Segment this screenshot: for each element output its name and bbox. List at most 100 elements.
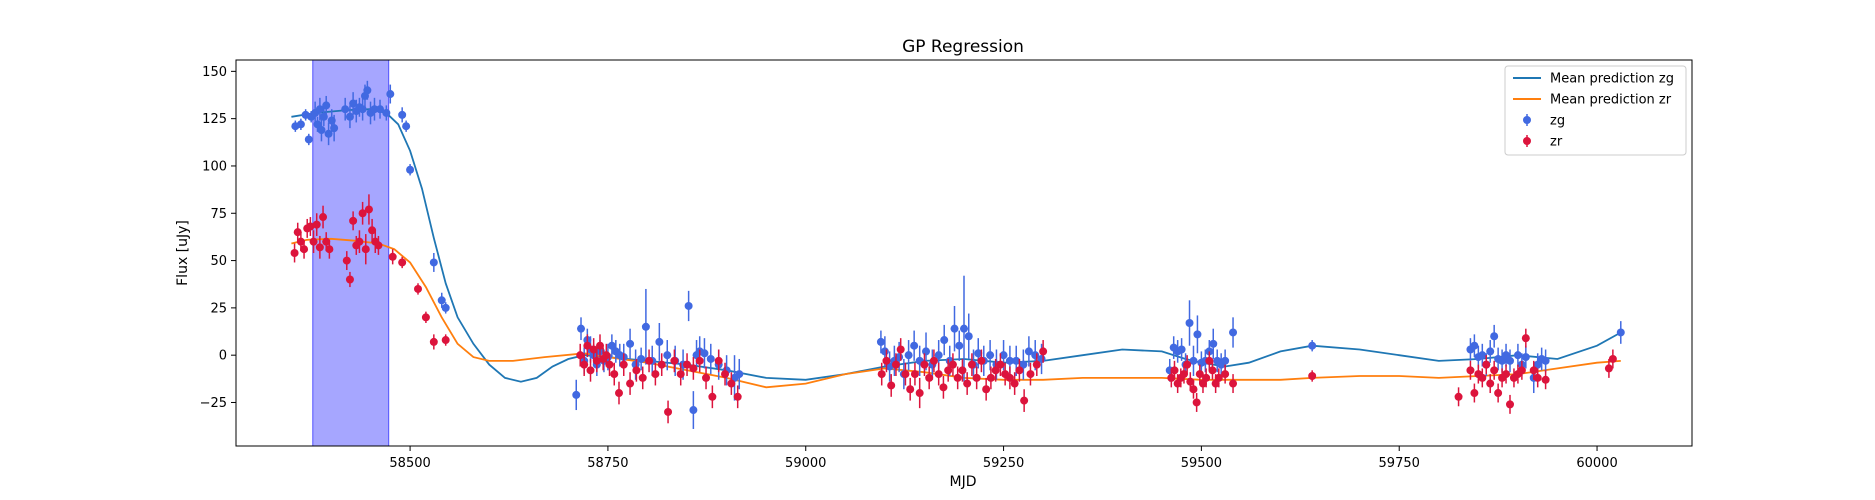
x-tick-label: 59000 [785,456,826,471]
data-point-zr [1214,373,1223,382]
data-point-zr [421,313,430,322]
data-point-zr [963,379,972,388]
data-point-zr [721,370,730,379]
data-point-zg [324,129,333,138]
data-point-zg [345,112,354,121]
data-point-zr [977,356,986,365]
data-point-zg [341,105,350,114]
mean-line-zg [291,108,1622,383]
data-point-zg [1478,351,1487,360]
data-point-zr [1005,373,1014,382]
data-point-zg [1521,353,1530,362]
data-point-zr [589,345,598,354]
data-point-zr [342,256,351,265]
data-point-zg [955,341,964,350]
y-tick-label: 100 [202,159,227,174]
data-point-zr [368,226,377,235]
data-point-zr [982,385,991,394]
legend-label: Mean prediction zr [1550,93,1672,108]
data-point-zr [1466,366,1475,375]
data-point-zr [901,370,910,379]
data-point-zr [1189,385,1198,394]
y-tick-label: 125 [202,112,227,127]
data-point-zr [972,373,981,382]
data-point-zg [1229,328,1238,337]
data-point-zr [915,389,924,398]
data-point-zg [876,337,885,346]
data-point-zg [940,336,949,345]
data-point-zg [964,332,973,341]
data-point-zg [706,354,715,363]
data-point-zg [880,347,889,356]
data-point-zr [953,373,962,382]
data-point-zg [577,324,586,333]
data-point-zr [1494,389,1503,398]
y-tick-label: 50 [210,254,227,269]
data-point-zr [374,241,383,250]
data-point-zg [922,347,931,356]
data-point-zr [683,360,692,369]
data-point-zr [322,237,331,246]
x-tick-label: 58750 [587,456,628,471]
data-point-zr [651,370,660,379]
data-point-zg [1012,356,1021,365]
data-point-zr [1170,366,1179,375]
plot-clip-group [290,60,1625,446]
data-point-zr [364,205,373,214]
data-point-zr [619,360,628,369]
data-point-zg [910,341,919,350]
data-point-zg [1005,356,1014,365]
data-point-zr [1202,373,1211,382]
data-point-zr [361,245,370,254]
data-point-zr [910,370,919,379]
data-point-zg [429,258,438,267]
data-point-zr [358,209,367,218]
data-point-zr [1482,360,1491,369]
legend: Mean prediction zg Mean prediction zr zg zr [1504,65,1687,156]
data-point-zr [602,351,611,360]
data-point-zr [312,220,321,229]
data-point-zg [572,390,581,399]
data-point-zg [684,301,693,310]
data-point-zr [882,356,891,365]
data-point-zg [398,110,407,119]
data-point-zg [1470,341,1479,350]
data-point-zr [1486,379,1495,388]
data-point-zg [641,322,650,331]
data-point-zr [315,243,324,252]
data-point-zg [441,303,450,312]
x-axis-label: MJD [950,474,977,490]
legend-label: Mean prediction zg [1550,72,1674,87]
data-point-zr [325,245,334,254]
data-point-zr [670,356,679,365]
x-tick-label: 58500 [389,456,430,471]
data-point-zg [1490,332,1499,341]
data-point-zg [1541,356,1550,365]
data-point-zg [999,351,1008,360]
y-tick-label: 25 [210,301,227,316]
data-point-zr [996,360,1005,369]
x-tick-label: 59500 [1181,456,1222,471]
data-point-zr [388,252,397,261]
data-point-zg [382,108,391,117]
data-point-zr [583,341,592,350]
data-point-zr [319,213,328,222]
data-point-zr [906,385,915,394]
mean-line-zr [291,237,1621,389]
data-point-zg [1498,356,1507,365]
data-point-zg [1221,356,1230,365]
data-point-zg [1177,345,1186,354]
data-point-zr [948,360,957,369]
data-point-zr [1478,373,1487,382]
data-point-zr [958,366,967,375]
data-point-zr [733,392,742,401]
data-point-zr [306,222,315,231]
data-point-zg [934,351,943,360]
data-point-zg [1193,330,1202,339]
x-tick-label: 59250 [983,456,1024,471]
data-point-zr [398,258,407,267]
data-point-zr [1179,370,1188,379]
data-point-zr [576,351,585,360]
data-point-zg [950,324,959,333]
